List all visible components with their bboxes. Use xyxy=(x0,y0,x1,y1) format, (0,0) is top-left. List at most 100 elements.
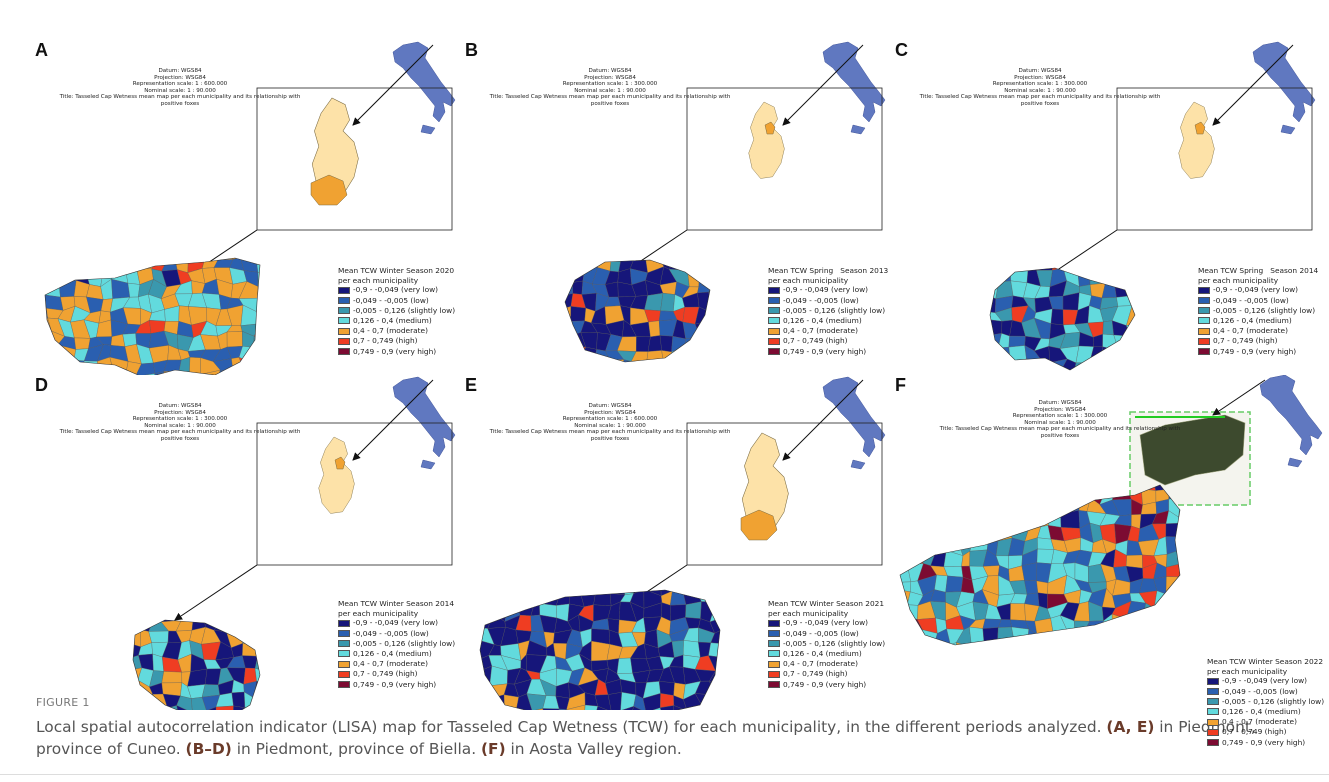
municipality xyxy=(307,511,321,531)
municipality xyxy=(241,539,256,557)
legend-swatch xyxy=(1207,698,1219,705)
municipality xyxy=(502,227,518,246)
municipality xyxy=(242,643,257,656)
municipality xyxy=(283,348,297,363)
municipality xyxy=(924,244,932,258)
municipality xyxy=(674,245,690,260)
municipality xyxy=(163,484,178,504)
municipality xyxy=(502,485,520,500)
municipalities xyxy=(35,136,351,375)
municipality xyxy=(73,603,86,619)
municipality xyxy=(585,471,598,487)
municipality xyxy=(230,478,244,489)
municipality xyxy=(1073,363,1089,375)
municipality xyxy=(747,708,764,710)
municipality xyxy=(1145,628,1159,645)
municipality xyxy=(659,485,670,500)
municipality xyxy=(723,590,739,604)
municipality xyxy=(76,193,89,208)
municipality xyxy=(88,510,101,526)
municipality xyxy=(1180,631,1193,645)
municipality xyxy=(177,486,192,505)
municipality xyxy=(61,654,77,673)
municipality xyxy=(1065,217,1077,235)
municipality xyxy=(1099,641,1113,660)
municipality xyxy=(1129,194,1144,205)
municipality xyxy=(99,138,116,153)
municipality xyxy=(166,536,181,552)
municipality xyxy=(216,576,229,595)
municipality xyxy=(931,137,946,154)
municipality xyxy=(686,512,700,529)
metadata-line: Representation scale: 1 : 600.000 xyxy=(485,416,735,423)
municipality xyxy=(1105,472,1116,491)
municipality xyxy=(294,360,310,375)
legend-label: -0,9 - -0,049 (very low) xyxy=(783,618,868,628)
legend-item: -0,9 - -0,049 (very low) xyxy=(768,618,885,628)
municipality xyxy=(763,564,779,580)
municipality xyxy=(46,540,60,554)
municipality xyxy=(306,628,324,647)
municipality xyxy=(1039,693,1052,709)
municipality xyxy=(605,513,619,530)
municipality xyxy=(571,306,586,321)
municipality xyxy=(188,240,205,259)
municipality xyxy=(764,539,779,551)
municipality xyxy=(281,539,298,556)
municipality xyxy=(527,254,543,269)
municipality xyxy=(711,706,725,710)
municipality xyxy=(632,514,649,527)
municipality xyxy=(491,594,507,608)
municipality xyxy=(1035,486,1054,501)
municipality xyxy=(321,361,334,374)
municipality xyxy=(174,151,192,170)
municipality xyxy=(1090,693,1102,710)
municipality xyxy=(961,322,974,339)
municipality xyxy=(970,269,987,286)
municipality xyxy=(239,168,257,179)
municipality xyxy=(1154,319,1171,331)
municipality xyxy=(727,217,740,233)
municipality xyxy=(918,175,932,195)
municipality xyxy=(960,292,975,308)
municipality xyxy=(1180,549,1196,567)
metadata-line: Representation scale: 1 : 300.000 xyxy=(55,416,305,423)
municipality xyxy=(292,577,312,593)
map-metadata: Datum: WGS84Projection: WSG84Representat… xyxy=(55,68,305,108)
municipality xyxy=(904,195,924,204)
municipality xyxy=(229,202,245,219)
municipality xyxy=(726,138,740,156)
municipality xyxy=(895,333,911,347)
legend-title: per each municipality xyxy=(338,276,455,286)
municipality xyxy=(318,602,336,622)
municipality xyxy=(558,206,573,222)
municipality xyxy=(279,150,296,169)
municipality xyxy=(1008,246,1026,254)
municipality xyxy=(985,273,1002,287)
municipality xyxy=(135,589,152,608)
municipality xyxy=(1151,279,1169,294)
municipality xyxy=(689,539,701,554)
municipality xyxy=(1155,215,1169,231)
municipality xyxy=(189,501,206,513)
municipality xyxy=(700,241,715,255)
legend-item: 0,7 - 0,749 (high) xyxy=(1198,336,1318,346)
municipality xyxy=(671,136,687,151)
municipality xyxy=(48,575,63,592)
municipality xyxy=(908,511,925,529)
municipality xyxy=(608,360,624,373)
municipality xyxy=(945,308,964,326)
municipality xyxy=(516,498,532,518)
municipality xyxy=(465,524,475,542)
municipality xyxy=(975,150,986,168)
municipality xyxy=(266,694,284,710)
municipality xyxy=(200,590,219,608)
municipality xyxy=(465,500,481,511)
municipality xyxy=(204,471,218,492)
municipality xyxy=(1036,175,1054,195)
municipality xyxy=(933,231,951,244)
municipality xyxy=(687,524,698,542)
municipality xyxy=(643,202,658,219)
municipality xyxy=(542,484,559,504)
municipality xyxy=(1078,254,1091,272)
